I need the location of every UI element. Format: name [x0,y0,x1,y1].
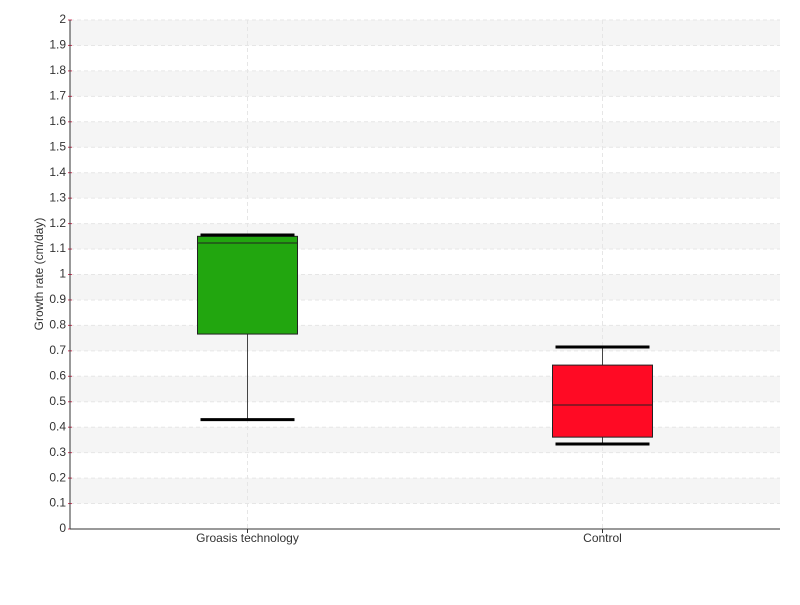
y-tick-label: 0.5 [49,394,66,408]
box [197,235,298,335]
y-tick-label: 1 [59,267,66,281]
x-tick-label: Control [583,531,622,545]
y-tick-label: 1.4 [49,165,66,179]
y-tick-label: 2 [59,12,66,26]
grid-band [70,325,780,351]
y-tick-label: 0 [59,521,66,535]
box [552,364,653,438]
y-tick-label: 0.9 [49,292,66,306]
y-tick-label: 1.7 [49,89,66,103]
grid-band [70,20,780,46]
y-tick-label: 0.2 [49,470,66,484]
y-tick-label: 0.3 [49,445,66,459]
y-tick-label: 1.3 [49,190,66,204]
y-axis-label: Growth rate (cm/day) [32,218,46,331]
y-tick-label: 1.6 [49,114,66,128]
y-tick-label: 1.2 [49,216,66,230]
y-tick-label: 0.8 [49,318,66,332]
y-tick-label: 0.6 [49,368,66,382]
grid-band [70,478,780,504]
y-tick-label: 1.9 [49,38,66,52]
grid-band [70,427,780,453]
y-tick-label: 0.4 [49,419,66,433]
grid-band [70,376,780,402]
y-tick-label: 1.8 [49,63,66,77]
y-tick-label: 1.5 [49,139,66,153]
grid-band [70,172,780,199]
grid-band [70,223,780,250]
y-tick-label: 0.1 [49,496,66,510]
grid-band [70,274,780,300]
y-tick-label: 0.7 [49,343,66,357]
x-tick-label: Groasis technology [196,531,299,545]
y-tick-label: 1.1 [49,241,66,255]
grid-band [70,121,780,148]
grid-band [70,70,780,97]
